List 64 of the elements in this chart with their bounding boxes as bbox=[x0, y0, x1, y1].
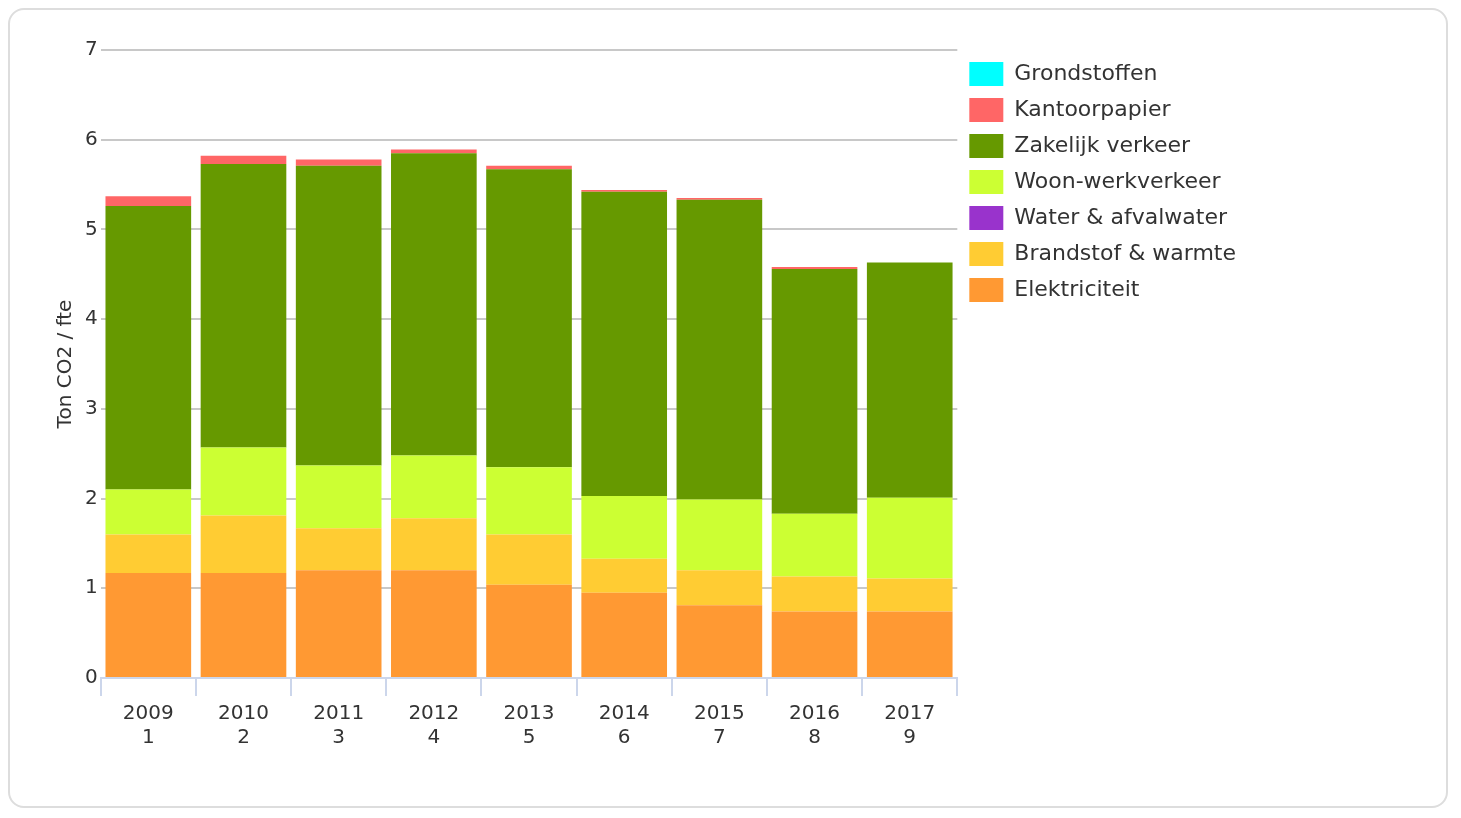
bar bbox=[581, 558, 668, 593]
bar bbox=[866, 262, 953, 498]
bar bbox=[200, 573, 287, 677]
bar bbox=[105, 206, 192, 490]
bar bbox=[486, 467, 572, 535]
bar bbox=[295, 165, 382, 466]
bar bbox=[581, 495, 668, 559]
y-tick-label: 2 bbox=[84, 484, 98, 509]
bar bbox=[295, 465, 382, 529]
bar bbox=[200, 155, 287, 164]
x-tick-label: 2017 9 bbox=[884, 700, 936, 749]
bar bbox=[676, 605, 763, 677]
x-tick-label: 2012 4 bbox=[408, 700, 460, 749]
bar bbox=[771, 513, 858, 577]
y-tick-label: 5 bbox=[84, 215, 98, 240]
bar bbox=[676, 570, 763, 606]
bar bbox=[391, 455, 477, 519]
bar bbox=[486, 169, 572, 468]
x-tick-label: 2009 1 bbox=[122, 700, 174, 749]
y-tick-label: 4 bbox=[84, 305, 98, 330]
x-tick-label: 2015 7 bbox=[693, 700, 745, 749]
legend-label: Elektriciteit bbox=[1014, 275, 1140, 301]
bar bbox=[105, 489, 192, 535]
bar bbox=[391, 153, 477, 456]
y-tick-label: 0 bbox=[84, 664, 98, 689]
bar bbox=[866, 578, 953, 612]
bar bbox=[105, 196, 192, 207]
bar bbox=[676, 199, 763, 500]
legend-label: Zakelijk verkeer bbox=[1014, 131, 1192, 157]
bar bbox=[771, 268, 858, 514]
y-axis-title: Ton CO2 / fte bbox=[52, 299, 77, 430]
bar bbox=[200, 163, 287, 448]
x-tick-label: 2016 8 bbox=[789, 700, 840, 749]
y-tick-label: 6 bbox=[84, 125, 98, 150]
legend-label: Woon-werkverkeer bbox=[1014, 167, 1222, 193]
bar bbox=[771, 576, 858, 612]
legend-label: Brandstof & warmte bbox=[1014, 239, 1236, 265]
bar bbox=[486, 534, 572, 585]
x-tick-label: 2013 5 bbox=[503, 700, 555, 749]
y-tick-label: 1 bbox=[84, 574, 98, 599]
legend-label: Kantoorpapier bbox=[1014, 95, 1172, 121]
bar bbox=[866, 611, 953, 677]
x-tick-label: 2014 6 bbox=[598, 700, 650, 749]
legend-label: Grondstoffen bbox=[1014, 59, 1158, 85]
bar bbox=[105, 534, 192, 574]
bar bbox=[391, 570, 477, 677]
x-tick-label: 2011 3 bbox=[313, 700, 365, 749]
y-tick-label: 3 bbox=[84, 395, 98, 420]
bar bbox=[105, 573, 192, 677]
legend-label: Water & afvalwater bbox=[1014, 203, 1228, 229]
bar bbox=[581, 191, 668, 496]
bar bbox=[866, 497, 953, 579]
y-tick-label: 7 bbox=[84, 36, 98, 61]
bar bbox=[391, 518, 477, 571]
bar bbox=[581, 592, 668, 677]
bar bbox=[295, 159, 382, 166]
bar bbox=[200, 515, 287, 574]
bar bbox=[771, 611, 858, 677]
bar bbox=[295, 570, 382, 677]
bar bbox=[486, 584, 572, 677]
bar bbox=[676, 499, 763, 571]
bar bbox=[200, 447, 287, 516]
x-tick-label: 2010 2 bbox=[218, 700, 269, 749]
bar bbox=[295, 528, 382, 571]
